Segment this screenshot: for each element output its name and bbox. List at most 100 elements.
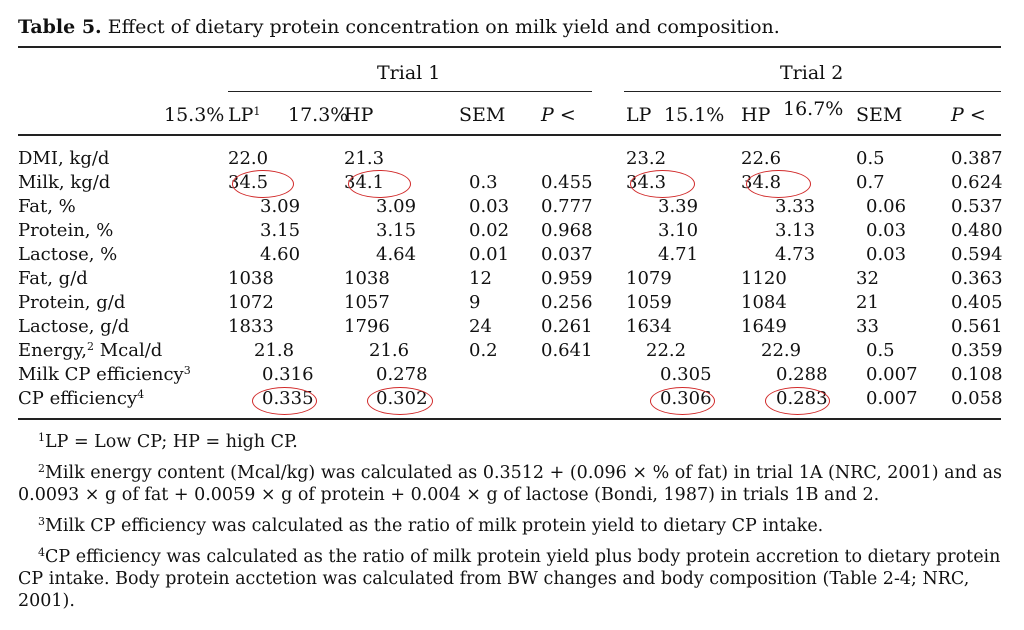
table-cell: 0.387	[951, 148, 1003, 169]
annotation-circle	[232, 170, 294, 198]
row-label: Protein, g/d	[18, 292, 126, 313]
table-cell: 1038	[228, 268, 274, 289]
table-cell: 0.537	[951, 196, 1003, 217]
table-cell: 0.305	[660, 364, 712, 385]
table-cell: 21	[856, 292, 879, 313]
row-label: DMI, kg/d	[18, 148, 110, 169]
table-cell: 1634	[626, 316, 672, 337]
row-label: Protein, %	[18, 220, 114, 241]
table-cell: 24	[469, 316, 492, 337]
row-label: Lactose, %	[18, 244, 118, 265]
bottom-rule	[18, 418, 1001, 420]
table-cell: 33	[856, 316, 879, 337]
table-cell: 0.480	[951, 220, 1003, 241]
table-cell: 0.288	[776, 364, 828, 385]
table-cell: 4.60	[260, 244, 301, 265]
table-cell: 0.7	[856, 172, 885, 193]
table-cell: 0.03	[469, 196, 510, 217]
t2-hp-header: HP	[741, 104, 771, 126]
table-cell: 1072	[228, 292, 274, 313]
table-cell: 23.2	[626, 148, 667, 169]
table-cell: 0.03	[866, 244, 907, 265]
trial1-header: Trial 1	[377, 62, 441, 84]
table-cell: 0.968	[541, 220, 593, 241]
t2-lp-header: LP	[626, 104, 652, 126]
annotation-circle	[367, 387, 433, 415]
table-cell: 0.777	[541, 196, 593, 217]
table-cell: 22.2	[646, 340, 687, 361]
table-cell: 22.0	[228, 148, 269, 169]
table-cell: 0.594	[951, 244, 1003, 265]
table-cell: 0.316	[262, 364, 314, 385]
t1-lp-header: LP1	[228, 104, 261, 126]
table-cell: 0.037	[541, 244, 593, 265]
trial1-rule	[228, 91, 592, 92]
table-cell: 22.6	[741, 148, 782, 169]
table-cell: 3.15	[376, 220, 417, 241]
table-cell: 1079	[626, 268, 672, 289]
top-rule	[18, 46, 1001, 48]
t1-p-header: P <	[541, 104, 576, 126]
table-cell: 0.007	[866, 388, 918, 409]
table-cell: 0.455	[541, 172, 593, 193]
table-cell: 1649	[741, 316, 787, 337]
table-cell: 0.007	[866, 364, 918, 385]
table-cell: 3.39	[658, 196, 699, 217]
table-cell: 12	[469, 268, 492, 289]
table-cell: 0.2	[469, 340, 498, 361]
table-cell: 1059	[626, 292, 672, 313]
table-cell: 0.641	[541, 340, 593, 361]
table-cell: 0.03	[866, 220, 907, 241]
annotation-circle	[765, 387, 830, 415]
table-cell: 1833	[228, 316, 274, 337]
table-cell: 1038	[344, 268, 390, 289]
table-cell: 0.02	[469, 220, 510, 241]
row-label: Milk, kg/d	[18, 172, 111, 193]
row-label: Lactose, g/d	[18, 316, 130, 337]
table-label: Table 5.	[18, 16, 102, 38]
trial2-header: Trial 2	[780, 62, 844, 84]
annotation-circle	[252, 387, 317, 415]
table-cell: 0.01	[469, 244, 510, 265]
t2-sem-header: SEM	[856, 104, 903, 126]
table-cell: 0.959	[541, 268, 593, 289]
t2-p-header: P <	[951, 104, 986, 126]
annotation-circle	[650, 387, 715, 415]
table-cell: 0.5	[856, 148, 885, 169]
table-cell: 0.058	[951, 388, 1003, 409]
table-cell: 1057	[344, 292, 390, 313]
table-cell: 3.10	[658, 220, 699, 241]
t2-hp-percent: 16.7%	[783, 98, 844, 120]
table-cell: 4.71	[658, 244, 699, 265]
table-cell: 9	[469, 292, 481, 313]
table-caption: Table 5. Effect of dietary protein conce…	[18, 16, 780, 38]
row-label: Fat, %	[18, 196, 76, 217]
table-cell: 3.09	[376, 196, 417, 217]
table-cell: 0.5	[866, 340, 895, 361]
footnote-2: 2Milk energy content (Mcal/kg) was calcu…	[18, 462, 1003, 505]
row-label: Milk CP efficiency3	[18, 364, 191, 385]
table-cell: 0.261	[541, 316, 593, 337]
table-cell: 0.108	[951, 364, 1003, 385]
table-cell: 3.09	[260, 196, 301, 217]
annotation-circle	[746, 170, 811, 198]
table-cell: 0.278	[376, 364, 428, 385]
table-cell: 21.6	[369, 340, 410, 361]
table-cell: 4.73	[775, 244, 816, 265]
table-cell: 4.64	[376, 244, 417, 265]
table-cell: 3.15	[260, 220, 301, 241]
annotation-circle	[630, 170, 695, 198]
trial2-rule	[624, 91, 1001, 92]
table-cell: 1084	[741, 292, 787, 313]
t2-lp-percent: 15.1%	[664, 104, 725, 126]
table-cell: 1120	[741, 268, 787, 289]
table-cell: 0.256	[541, 292, 593, 313]
t1-hp-header: HP	[344, 104, 374, 126]
table-cell: 32	[856, 268, 879, 289]
table-cell: 0.624	[951, 172, 1003, 193]
footnote-3: 3Milk CP efficiency was calculated as th…	[38, 515, 824, 536]
table-cell: 1796	[344, 316, 390, 337]
table-cell: 21.3	[344, 148, 385, 169]
row-label: Energy,2 Mcal/d	[18, 340, 163, 361]
t1-hp-percent: 17.3%	[288, 104, 349, 126]
